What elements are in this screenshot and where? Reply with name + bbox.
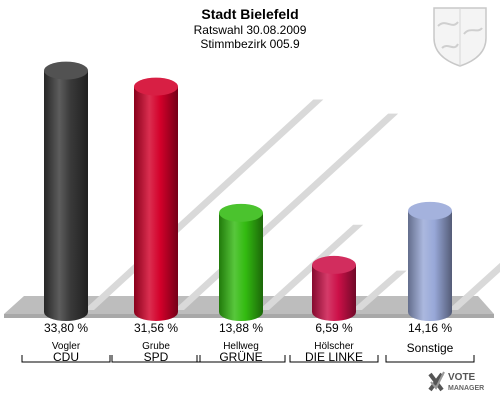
election-subtitle: Ratswahl 30.08.2009	[193, 23, 307, 37]
candidate-label: Grube	[142, 341, 170, 352]
value-label: 13,88 %	[219, 321, 263, 335]
bar-shadow	[84, 99, 324, 311]
district-subtitle: Stimmbezirk 005.9	[200, 37, 300, 51]
coat-of-arms-icon	[433, 7, 487, 67]
category-bracket	[385, 355, 475, 363]
category-label: CDU	[53, 350, 79, 364]
candidate-label: Hölscher	[314, 341, 354, 352]
logo-vote-text: VOTE	[448, 372, 476, 383]
bar-top	[219, 203, 263, 222]
category-bracket	[289, 355, 379, 363]
bar-grne	[219, 212, 263, 321]
category-bracket	[21, 355, 111, 363]
candidate-label: Vogler	[52, 341, 81, 352]
bar-dielinke	[312, 264, 356, 321]
logo-manager-text: MANAGER	[448, 385, 484, 392]
bar-top	[44, 61, 88, 80]
chart-title: Stadt Bielefeld	[201, 6, 299, 22]
bar-shadow	[352, 270, 407, 310]
category-label: GRÜNE	[219, 350, 262, 364]
bar-top	[134, 77, 178, 96]
bar-shadow	[174, 113, 399, 310]
votemanager-logo: VOTE MANAGER	[428, 371, 484, 392]
candidate-label: Hellweg	[223, 341, 259, 352]
bar-top	[408, 201, 452, 220]
value-label: 6,59 %	[315, 321, 353, 335]
category-bracket	[196, 355, 286, 363]
category-label: DIE LINKE	[305, 350, 363, 364]
bar-sonstige	[408, 210, 452, 321]
bar-top	[312, 255, 356, 274]
value-label: 14,16 %	[408, 321, 452, 335]
bar-shadow	[448, 262, 500, 310]
bar-cdu	[44, 70, 88, 321]
category-label: SPD	[144, 350, 169, 364]
bar-shadow	[259, 224, 364, 310]
value-label: 31,56 %	[134, 321, 178, 335]
bar-spd	[134, 86, 178, 321]
value-label: 33,80 %	[44, 321, 88, 335]
category-label: Sonstige	[407, 341, 454, 355]
category-bracket	[111, 355, 201, 363]
